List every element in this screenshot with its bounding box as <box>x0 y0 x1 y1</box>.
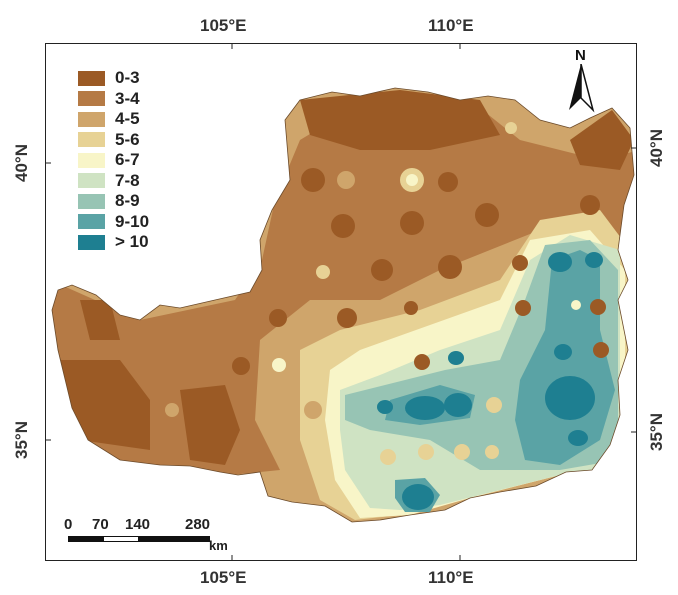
light-spot-core <box>406 174 418 186</box>
zone-0-3-northeast <box>570 110 634 170</box>
legend-item: 4-5 <box>78 109 149 130</box>
zone-gt10-a <box>405 396 445 420</box>
legend-swatch <box>78 70 105 86</box>
dark-spot <box>232 357 250 375</box>
legend-label: 7-8 <box>115 170 140 190</box>
scale-tick-0: 0 <box>64 516 73 533</box>
legend-item: 8-9 <box>78 191 149 212</box>
legend-item: 6-7 <box>78 150 149 171</box>
dark-spot <box>593 342 609 358</box>
light-spot <box>165 403 179 417</box>
zone-gt10-f <box>585 252 603 268</box>
bottom-label-110E: 110°E <box>428 568 474 587</box>
scale-tick-280: 280 <box>185 516 211 533</box>
legend-label: 6-7 <box>115 150 140 170</box>
dark-spot <box>438 255 462 279</box>
left-label-35N: 35°N <box>11 421 31 459</box>
zone-gt10-c <box>377 400 393 414</box>
light-spot <box>485 445 499 459</box>
dark-spot <box>371 259 393 281</box>
scale-tick-140: 140 <box>125 516 151 533</box>
dark-spot <box>414 354 430 370</box>
dark-spot <box>475 203 499 227</box>
top-label-105E: 105°E <box>200 16 247 35</box>
legend-label: 9-10 <box>115 211 150 231</box>
scale-bar-graphic <box>68 536 210 542</box>
legend-swatch <box>78 173 105 189</box>
scale-bar: 0 70 140 280 km <box>64 516 234 556</box>
legend-swatch <box>78 111 105 127</box>
legend-item: 3-4 <box>78 89 149 110</box>
dark-spot <box>512 255 528 271</box>
legend-label: > 10 <box>115 232 149 252</box>
light-spot <box>337 171 355 189</box>
light-spot <box>418 444 434 460</box>
right-label-40N: 40°N <box>646 129 666 167</box>
graticule-ticks <box>45 43 637 561</box>
legend-swatch <box>78 152 105 168</box>
light-spot <box>380 449 396 465</box>
dark-spot <box>438 172 458 192</box>
light-spot <box>304 401 322 419</box>
scale-tick-70: 70 <box>92 516 109 533</box>
zone-gt10-i <box>402 484 434 510</box>
right-label-35N: 35°N <box>646 413 666 451</box>
light-spots <box>165 122 581 465</box>
zone-0-3-west <box>60 360 150 450</box>
light-spot <box>454 444 470 460</box>
legend-item: > 10 <box>78 232 149 253</box>
legend: 0-3 3-4 4-5 5-6 6-7 7-8 8-9 9-10 > 10 <box>78 68 149 253</box>
dark-spot <box>590 299 606 315</box>
dark-spot <box>301 168 325 192</box>
zone-gt10-h <box>448 351 464 365</box>
legend-label: 3-4 <box>115 88 140 108</box>
zone-gt10-b <box>444 393 472 417</box>
north-arrow-icon <box>569 64 595 113</box>
legend-swatch <box>78 132 105 148</box>
legend-item: 7-8 <box>78 171 149 192</box>
dark-spot <box>515 300 531 316</box>
scale-unit: km <box>209 538 228 553</box>
dark-spot <box>580 195 600 215</box>
zone-gt10-g <box>554 344 572 360</box>
dark-spot <box>400 211 424 235</box>
legend-label: 8-9 <box>115 191 140 211</box>
dark-spot <box>337 308 357 328</box>
light-spot <box>486 397 502 413</box>
light-spot <box>505 122 517 134</box>
legend-item: 0-3 <box>78 68 149 89</box>
legend-label: 5-6 <box>115 129 140 149</box>
zone-gt10-j <box>568 430 588 446</box>
legend-swatch <box>78 193 105 209</box>
zone-3-4 <box>52 100 634 480</box>
legend-swatch <box>78 214 105 230</box>
legend-item: 9-10 <box>78 212 149 233</box>
zone-0-3-north <box>300 90 500 150</box>
north-arrow: N <box>566 47 598 113</box>
zone-gt10-d <box>545 376 595 420</box>
light-spot <box>571 300 581 310</box>
legend-item: 5-6 <box>78 130 149 151</box>
bottom-label-105E: 105°E <box>200 568 247 587</box>
light-spot <box>316 265 330 279</box>
dark-spots <box>232 168 609 375</box>
zone-gt10-e <box>548 252 572 272</box>
light-spot <box>272 358 286 372</box>
legend-label: 4-5 <box>115 109 140 129</box>
zone-0-3-southwest <box>180 385 240 465</box>
dark-spot <box>331 214 355 238</box>
left-label-40N: 40°N <box>11 144 31 182</box>
zone-0-3-far-west <box>80 300 120 340</box>
top-label-110E: 110°E <box>428 16 474 35</box>
legend-swatch <box>78 234 105 250</box>
legend-swatch <box>78 91 105 107</box>
dark-spot <box>269 309 287 327</box>
north-label: N <box>575 47 586 64</box>
dark-spot <box>404 301 418 315</box>
legend-label: 0-3 <box>115 68 140 88</box>
